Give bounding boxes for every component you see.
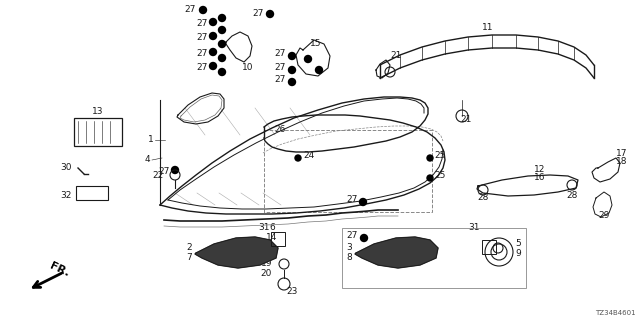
Text: 27: 27 (253, 10, 264, 19)
Circle shape (360, 198, 367, 205)
Circle shape (200, 6, 207, 13)
Text: 8: 8 (346, 253, 352, 262)
Text: 5: 5 (515, 239, 521, 249)
Text: 21: 21 (460, 116, 472, 124)
Text: 9: 9 (515, 250, 521, 259)
Text: 31: 31 (259, 223, 270, 233)
Text: 23: 23 (286, 287, 298, 297)
Text: 1: 1 (148, 135, 154, 145)
Text: 20: 20 (260, 269, 272, 278)
Polygon shape (355, 237, 438, 268)
Text: 25: 25 (434, 150, 445, 159)
Text: 27: 27 (275, 76, 286, 84)
Text: FR.: FR. (48, 260, 71, 278)
Text: 27: 27 (347, 196, 358, 204)
Text: 26: 26 (275, 125, 285, 134)
Text: 15: 15 (310, 39, 322, 49)
Text: 7: 7 (186, 253, 192, 262)
Text: 27: 27 (159, 167, 170, 177)
Bar (271, 232, 285, 246)
Bar (264, 130, 432, 212)
Text: 17: 17 (616, 149, 628, 158)
Circle shape (289, 78, 296, 85)
Circle shape (295, 155, 301, 161)
Text: 32: 32 (61, 191, 72, 201)
Bar (342, 228, 526, 288)
Circle shape (218, 54, 225, 61)
Text: 28: 28 (477, 194, 489, 203)
Text: 27: 27 (196, 34, 208, 43)
Polygon shape (195, 237, 278, 268)
Bar (76, 186, 108, 200)
Circle shape (289, 67, 296, 74)
Text: 19: 19 (260, 260, 272, 268)
Text: 24: 24 (303, 150, 314, 159)
Text: TZ34B4601: TZ34B4601 (595, 310, 636, 316)
Text: 31: 31 (468, 223, 480, 233)
Text: 6: 6 (269, 223, 275, 233)
Circle shape (209, 33, 216, 39)
Text: 11: 11 (483, 23, 493, 33)
Circle shape (218, 41, 225, 47)
Text: 25: 25 (434, 171, 445, 180)
Text: 21: 21 (390, 52, 402, 60)
Text: 3: 3 (346, 244, 352, 252)
Text: 16: 16 (534, 173, 546, 182)
Text: 18: 18 (616, 157, 628, 166)
Text: 14: 14 (266, 233, 278, 242)
Text: 29: 29 (598, 212, 609, 220)
Text: 27: 27 (196, 63, 208, 73)
Text: 2: 2 (186, 244, 192, 252)
Bar (482, 240, 496, 254)
Circle shape (218, 27, 225, 34)
Circle shape (305, 55, 312, 62)
Text: 27: 27 (275, 50, 286, 59)
Circle shape (427, 155, 433, 161)
Text: 12: 12 (534, 165, 546, 174)
Circle shape (209, 62, 216, 69)
Text: 27: 27 (347, 231, 358, 241)
Text: 30: 30 (61, 163, 72, 172)
Circle shape (209, 49, 216, 55)
Text: 27: 27 (196, 50, 208, 59)
Text: 27: 27 (184, 5, 196, 14)
Circle shape (360, 235, 367, 242)
Text: 28: 28 (566, 191, 578, 201)
Circle shape (218, 68, 225, 76)
Text: 27: 27 (196, 20, 208, 28)
Circle shape (266, 11, 273, 18)
Circle shape (218, 14, 225, 21)
Circle shape (209, 19, 216, 26)
Text: 10: 10 (242, 63, 253, 73)
Text: 27: 27 (275, 63, 286, 73)
Circle shape (316, 67, 323, 74)
Text: 22: 22 (153, 172, 164, 180)
Text: 13: 13 (92, 108, 104, 116)
Text: 4: 4 (145, 156, 150, 164)
Circle shape (289, 52, 296, 60)
Bar (74, 118, 122, 146)
Circle shape (427, 175, 433, 181)
Circle shape (172, 166, 179, 173)
